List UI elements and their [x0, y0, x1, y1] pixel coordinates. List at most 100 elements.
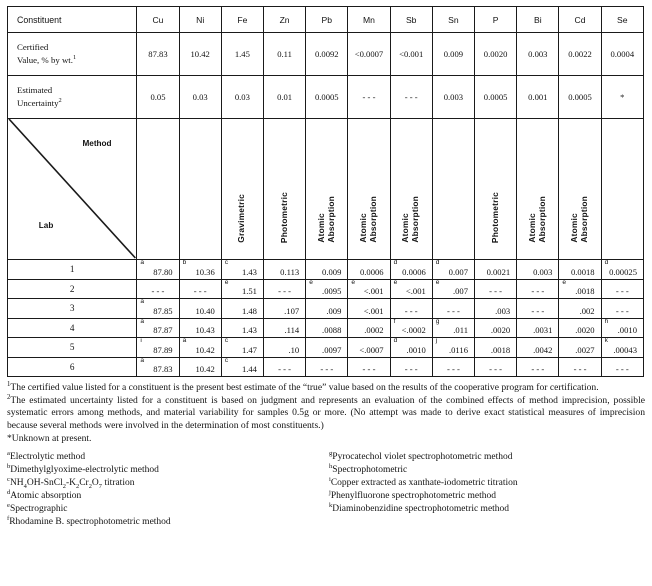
method-cell-bi: Atomic Absorption	[516, 118, 560, 260]
data-cell-se: - - -	[600, 278, 645, 299]
data-cell-cd: .0020	[558, 317, 602, 338]
method-reference-marker: c	[224, 337, 229, 344]
method-reference-marker: e	[435, 278, 440, 286]
data-cell-ni: - - -	[178, 278, 222, 299]
cell-value: .0031	[533, 325, 553, 335]
method-note-marker: i	[329, 475, 331, 483]
method-note-h: hSpectrophotometric	[329, 463, 639, 476]
cell-value: 0.113	[280, 266, 300, 277]
method-reference-marker: b	[182, 259, 187, 266]
table-row: 1 a 87.80 b 10.36 c 1.43 0.113 0.009 0.0006 d 0.000…	[6, 259, 645, 280]
cell-value: .0088	[322, 325, 342, 335]
data-cell-sb: - - -	[389, 356, 433, 377]
cell-value: <.0007	[359, 344, 384, 355]
data-cell-cu: - - -	[136, 278, 180, 299]
cell-value: 87.89	[153, 344, 173, 355]
data-cell-fe: 1.48	[220, 298, 264, 319]
method-note-text: Atomic absorption	[10, 490, 82, 501]
table-row: 3 a 87.85 10.40 1.48 .107 .009 <.001 - - - - - -.…	[6, 298, 645, 319]
method-note-marker: d	[7, 488, 11, 496]
method-note-j: jPhenylfluorone spectrophotometric metho…	[329, 489, 639, 502]
method-cell-cd: Atomic Absorption	[558, 118, 602, 260]
method-header-row: Method Lab Gravimetric Photometric Atomic …	[6, 118, 645, 260]
estimated-value-bi: 0.001	[516, 75, 560, 119]
cell-value: .107	[284, 305, 300, 316]
cell-value: - - -	[573, 364, 587, 374]
column-header-p: P	[473, 6, 518, 33]
lab-number: 5	[6, 337, 138, 358]
method-cell-fe: Gravimetric	[220, 118, 264, 260]
estimated-value-pb: 0.0005	[305, 75, 349, 119]
cell-value: .009	[326, 305, 342, 316]
data-cell-cu: a 87.87	[136, 318, 180, 338]
method-label: Gravimetric	[236, 194, 247, 243]
method-label: Atomic Absorption	[358, 196, 378, 243]
column-header-zn: Zn	[262, 6, 307, 33]
lab-method-corner-cell: Method Lab	[6, 118, 138, 260]
method-note-b: bDimethylglyoxime-electrolytic method	[7, 463, 329, 476]
data-cell-fe: e 1.51	[220, 279, 264, 299]
cell-value: 0.0006	[359, 266, 384, 277]
data-cell-fe: 1.43	[220, 317, 264, 338]
diagonal-divider-icon	[8, 119, 136, 259]
data-cell-bi: 0.003	[516, 259, 560, 280]
data-cell-bi: .0042	[516, 337, 560, 358]
lab-number: 6	[6, 356, 138, 377]
cell-value: 0.009	[322, 266, 342, 277]
column-header-se: Se	[600, 6, 645, 33]
certified-footnote-marker: 1	[72, 54, 77, 62]
data-cell-se: - - -	[600, 298, 645, 319]
method-note-text: Diaminobenzidine spectrophotometric meth…	[332, 503, 510, 514]
data-cell-sn: - - -	[431, 356, 476, 377]
method-reference-marker: e	[393, 278, 398, 286]
certified-value-sb: <0.001	[389, 32, 433, 76]
method-reference-marker: k	[604, 337, 608, 344]
cell-value: 1.44	[241, 364, 257, 374]
method-note-text: Dimethylglyoxime-electrolytic method	[10, 465, 159, 476]
method-note-d: dAtomic absorption	[7, 488, 329, 502]
data-cell-p: .0020	[473, 317, 518, 338]
method-reference-marker: f	[393, 317, 396, 325]
footnote-star: *Unknown at present.	[7, 432, 92, 444]
data-cell-bi: .0031	[516, 317, 560, 338]
cell-value: - - -	[615, 305, 629, 316]
cell-value: 1.51	[241, 286, 257, 296]
column-header-cd: Cd	[558, 6, 602, 33]
certified-value-ni: 10.42	[178, 32, 222, 76]
data-cell-sn: - - -	[431, 298, 476, 319]
cell-value: 10.40	[195, 305, 215, 316]
certified-value-mn: <0.0007	[347, 32, 391, 76]
cell-value: .003	[495, 305, 511, 316]
method-reference-marker: c	[224, 356, 229, 364]
cell-value: .0020	[490, 325, 511, 335]
data-cell-pb: 0.009	[305, 259, 349, 280]
column-header-bi: Bi	[516, 6, 560, 33]
cell-value: .0020	[575, 325, 595, 335]
certified-value-bi: 0.003	[516, 32, 560, 76]
method-reference-marker: d	[393, 259, 398, 266]
cell-value: 87.87	[153, 325, 173, 335]
data-cell-zn: .107	[262, 298, 307, 319]
data-cell-cd: .002	[558, 298, 602, 319]
method-label: Photometric	[489, 191, 500, 243]
table-header-row: Constituent Cu Ni Fe Zn Pb Mn Sb Sn P Bi Cd Se	[6, 6, 645, 33]
method-note-g: gPyrocatechol violet spectrophotometric …	[329, 450, 639, 463]
cell-value: 1.43	[241, 266, 257, 277]
method-note-text: Electrolytic method	[9, 452, 86, 463]
data-cell-pb: .009	[305, 298, 349, 319]
method-reference-marker: e	[351, 278, 356, 286]
method-reference-marker: d	[604, 259, 609, 266]
method-note-marker: h	[329, 463, 333, 471]
data-cell-bi: - - -	[516, 356, 560, 377]
table-row: 4 a 87.87 10.43 1.43 .114 .0088 .0002 f <.0002 g .0…	[6, 317, 645, 338]
cell-value: .0002	[364, 325, 384, 335]
method-reference-marker: e	[309, 278, 313, 286]
table-row: 5 i 87.89 a 10.42 c 1.47 .10 .0097 <.0007 d .0010 j.…	[6, 337, 645, 358]
estimated-value-mn: - - -	[347, 75, 391, 119]
data-cell-sb: - - -	[389, 298, 433, 319]
cell-value: 1.47	[241, 344, 257, 355]
method-note-text: Phenylfluorone spectrophotometric method	[330, 490, 496, 501]
cell-value: 10.42	[195, 364, 215, 374]
data-cell-mn: <.001	[347, 298, 391, 319]
data-cell-zn: 0.113	[262, 259, 307, 280]
